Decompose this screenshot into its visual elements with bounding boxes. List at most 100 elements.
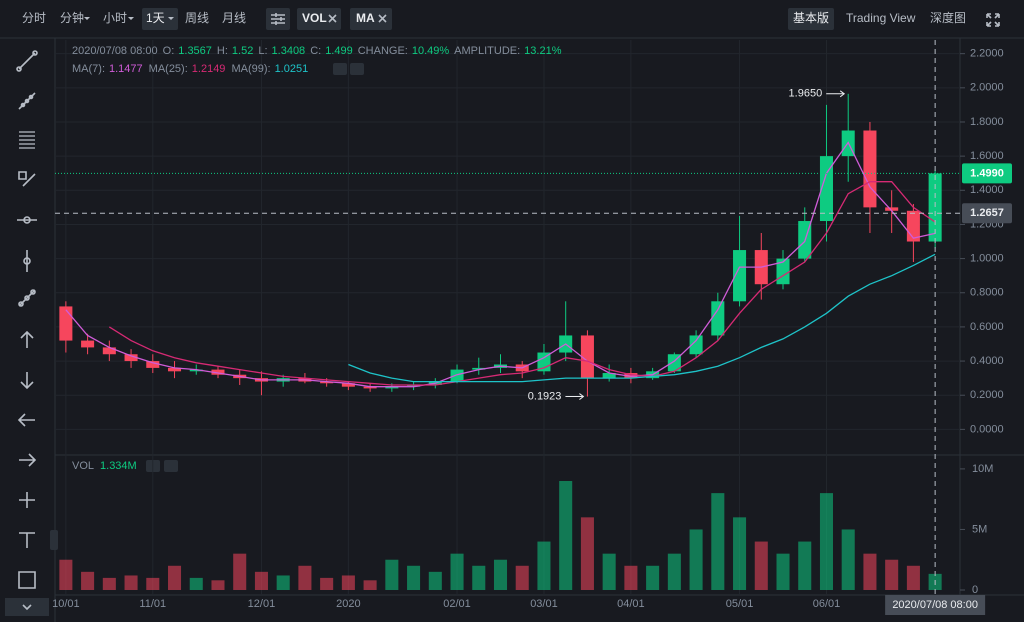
chip-close-icons[interactable] (328, 14, 387, 23)
y-tick-label: 0.4000 (970, 355, 1004, 367)
interval-tab[interactable]: 分时 (22, 11, 46, 25)
candle-body (168, 367, 182, 372)
volume-bar (81, 571, 95, 590)
info-label: CHANGE: (358, 45, 408, 57)
volume-bar (320, 577, 334, 590)
vol-chip[interactable] (297, 8, 341, 30)
volume-bar (711, 493, 725, 590)
candle-body (711, 301, 725, 336)
annotation-label: 0.1923 (528, 390, 562, 402)
annotation-label: 1.9650 (789, 88, 823, 100)
volume-bar (233, 553, 247, 590)
volume-bar (102, 577, 116, 590)
view-tab[interactable]: 基本版 (793, 11, 829, 25)
candle-body (580, 335, 594, 379)
volume-bar (298, 565, 312, 590)
fullscreen-icon[interactable] (986, 13, 1000, 27)
y-tick-label: 0 (972, 584, 978, 596)
volume-bar (819, 493, 833, 590)
indicator-chip[interactable]: MA (356, 11, 375, 25)
interval-tab[interactable]: 分钟 (60, 10, 84, 25)
view-tab[interactable]: 深度图 (930, 10, 966, 25)
info-label: AMPLITUDE: (454, 45, 520, 57)
x-tick-label: 06/01 (813, 598, 841, 610)
x-tick-label: 2020 (336, 598, 360, 610)
info-value: 13.21% (524, 45, 562, 57)
volume-bar (885, 559, 899, 590)
y-tick-label: 2.0000 (970, 82, 1004, 94)
ma-name: MA(99): (231, 63, 270, 75)
x-tick-label: 03/01 (530, 598, 558, 610)
y-tick-label: 5M (972, 523, 987, 535)
vol-legend: VOL 1.334M (72, 460, 137, 472)
candle-body (689, 335, 703, 355)
info-value: 1.3408 (272, 45, 306, 57)
candle-body (102, 347, 116, 355)
crosshair-tag (962, 203, 1012, 224)
volume-bar (667, 553, 681, 590)
candle-body (385, 386, 399, 389)
vol-name: VOL (72, 460, 94, 472)
volume-bar (733, 517, 747, 590)
candle-body (472, 367, 486, 370)
volume-bar (689, 529, 703, 590)
ma-value: 1.1477 (109, 63, 143, 75)
volume-bar (646, 565, 660, 590)
info-label: H: (217, 45, 228, 57)
volume-bar (580, 517, 594, 590)
x-tick-label: 11/01 (139, 598, 166, 610)
volume-bar (363, 580, 377, 590)
volume-bar (189, 577, 203, 590)
y-tick-label: 10M (972, 463, 993, 475)
candle-body (450, 369, 464, 382)
volume-bar (211, 580, 225, 590)
volume-bar (602, 553, 616, 590)
ma-legend: MA(7): 1.1477 MA(25): 1.2149 MA(99): 1.0251 (72, 63, 308, 75)
ma-line (108, 181, 936, 386)
volume-bar (385, 559, 399, 590)
candle-body (733, 250, 747, 302)
volume-bar (559, 481, 573, 590)
candle-body (863, 130, 877, 208)
side-toggle[interactable] (50, 530, 58, 550)
crosshair-label: 1.2657 (970, 207, 1004, 219)
interval-tab[interactable]: 1天 (146, 11, 165, 25)
crosshair-time-tag (885, 595, 986, 615)
ma-line (65, 141, 936, 388)
ma-chip[interactable] (350, 8, 392, 30)
candle-body (819, 156, 833, 222)
settings-icon[interactable] (266, 8, 290, 30)
candle-body (363, 386, 377, 389)
vol-value: 1.334M (100, 460, 137, 472)
candle-body (124, 354, 138, 362)
interval-tab[interactable]: 小时 (103, 11, 127, 25)
collapse-icon[interactable] (22, 604, 32, 611)
candle-body (320, 381, 334, 384)
collapse-button[interactable] (5, 598, 49, 616)
drawing-tools[interactable] (16, 50, 38, 589)
interval-tab[interactable]: 周线 (185, 11, 209, 25)
volume-bar (624, 565, 638, 590)
info-label: C: (310, 45, 321, 57)
volume-bar (276, 575, 290, 590)
volume-bar (906, 565, 920, 590)
interval-tab[interactable]: 月线 (222, 11, 246, 25)
view-tab[interactable]: Trading View (846, 11, 916, 25)
last-price-tag (962, 163, 1012, 184)
volume-bar (254, 571, 268, 590)
active-interval-bg (142, 8, 178, 30)
candle-body (59, 306, 73, 341)
volume-bar (168, 565, 182, 590)
volume-bar (341, 575, 355, 590)
ohlc-info: 2020/07/08 08:00 O: 1.3567 H: 1.52 L: 1.3408 C:… (72, 45, 562, 57)
volume-bar (450, 553, 464, 590)
candle-body (211, 369, 225, 375)
x-tick-label: 05/01 (726, 598, 754, 610)
candle-body (81, 340, 95, 348)
volume-bar (124, 575, 138, 590)
indicator-chip[interactable]: VOL (302, 11, 327, 25)
info-value: 10.49% (412, 45, 450, 57)
dropdown-arrows (84, 17, 174, 20)
volume-bar (428, 571, 442, 590)
